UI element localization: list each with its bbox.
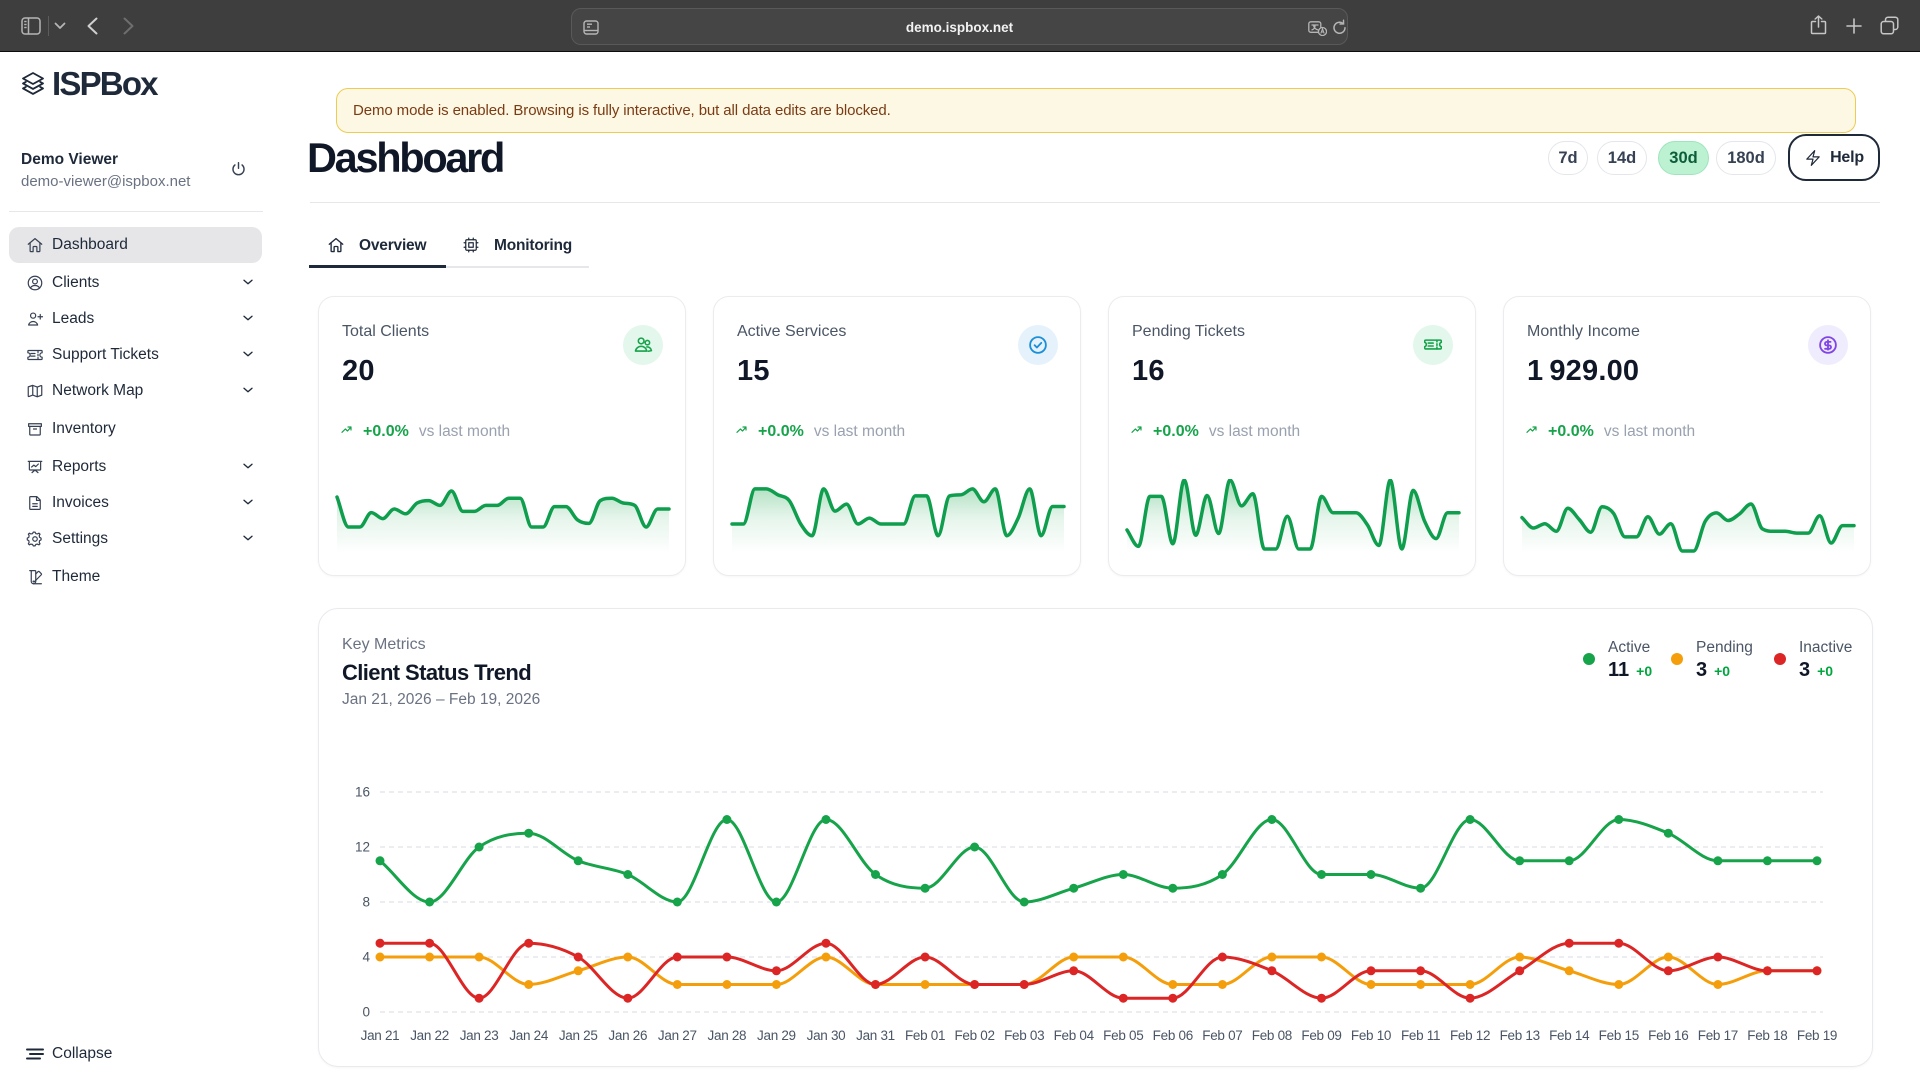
svg-text:Feb 02: Feb 02 <box>954 1028 994 1043</box>
svg-text:Feb 19: Feb 19 <box>1797 1028 1837 1043</box>
svg-text:Feb 13: Feb 13 <box>1500 1028 1540 1043</box>
svg-text:4: 4 <box>362 950 370 965</box>
svg-text:Feb 09: Feb 09 <box>1301 1028 1341 1043</box>
svg-text:Feb 12: Feb 12 <box>1450 1028 1490 1043</box>
svg-text:Jan 29: Jan 29 <box>757 1028 796 1043</box>
svg-text:0: 0 <box>362 1005 370 1020</box>
svg-text:Feb 16: Feb 16 <box>1648 1028 1688 1043</box>
svg-text:Jan 22: Jan 22 <box>410 1028 449 1043</box>
svg-text:Feb 11: Feb 11 <box>1401 1028 1440 1043</box>
svg-text:Feb 15: Feb 15 <box>1599 1028 1639 1043</box>
svg-text:Feb 18: Feb 18 <box>1747 1028 1787 1043</box>
svg-text:Feb 06: Feb 06 <box>1153 1028 1193 1043</box>
svg-text:Jan 27: Jan 27 <box>658 1028 697 1043</box>
svg-text:Feb 14: Feb 14 <box>1549 1028 1590 1043</box>
svg-text:Feb 01: Feb 01 <box>905 1028 945 1043</box>
svg-text:8: 8 <box>362 895 370 910</box>
svg-text:Jan 23: Jan 23 <box>460 1028 499 1043</box>
svg-text:Feb 07: Feb 07 <box>1202 1028 1242 1043</box>
svg-text:12: 12 <box>355 840 370 855</box>
svg-text:Jan 25: Jan 25 <box>559 1028 598 1043</box>
svg-text:Feb 03: Feb 03 <box>1004 1028 1044 1043</box>
svg-text:Jan 28: Jan 28 <box>708 1028 747 1043</box>
svg-text:Jan 31: Jan 31 <box>856 1028 895 1043</box>
svg-text:Jan 30: Jan 30 <box>807 1028 846 1043</box>
svg-text:Jan 24: Jan 24 <box>509 1028 549 1043</box>
svg-text:Jan 21: Jan 21 <box>361 1028 400 1043</box>
svg-text:Jan 26: Jan 26 <box>608 1028 647 1043</box>
svg-text:Feb 10: Feb 10 <box>1351 1028 1391 1043</box>
svg-text:Feb 05: Feb 05 <box>1103 1028 1143 1043</box>
svg-text:16: 16 <box>355 785 370 800</box>
svg-text:Feb 08: Feb 08 <box>1252 1028 1292 1043</box>
svg-text:Feb 04: Feb 04 <box>1054 1028 1095 1043</box>
svg-text:Feb 17: Feb 17 <box>1698 1028 1738 1043</box>
